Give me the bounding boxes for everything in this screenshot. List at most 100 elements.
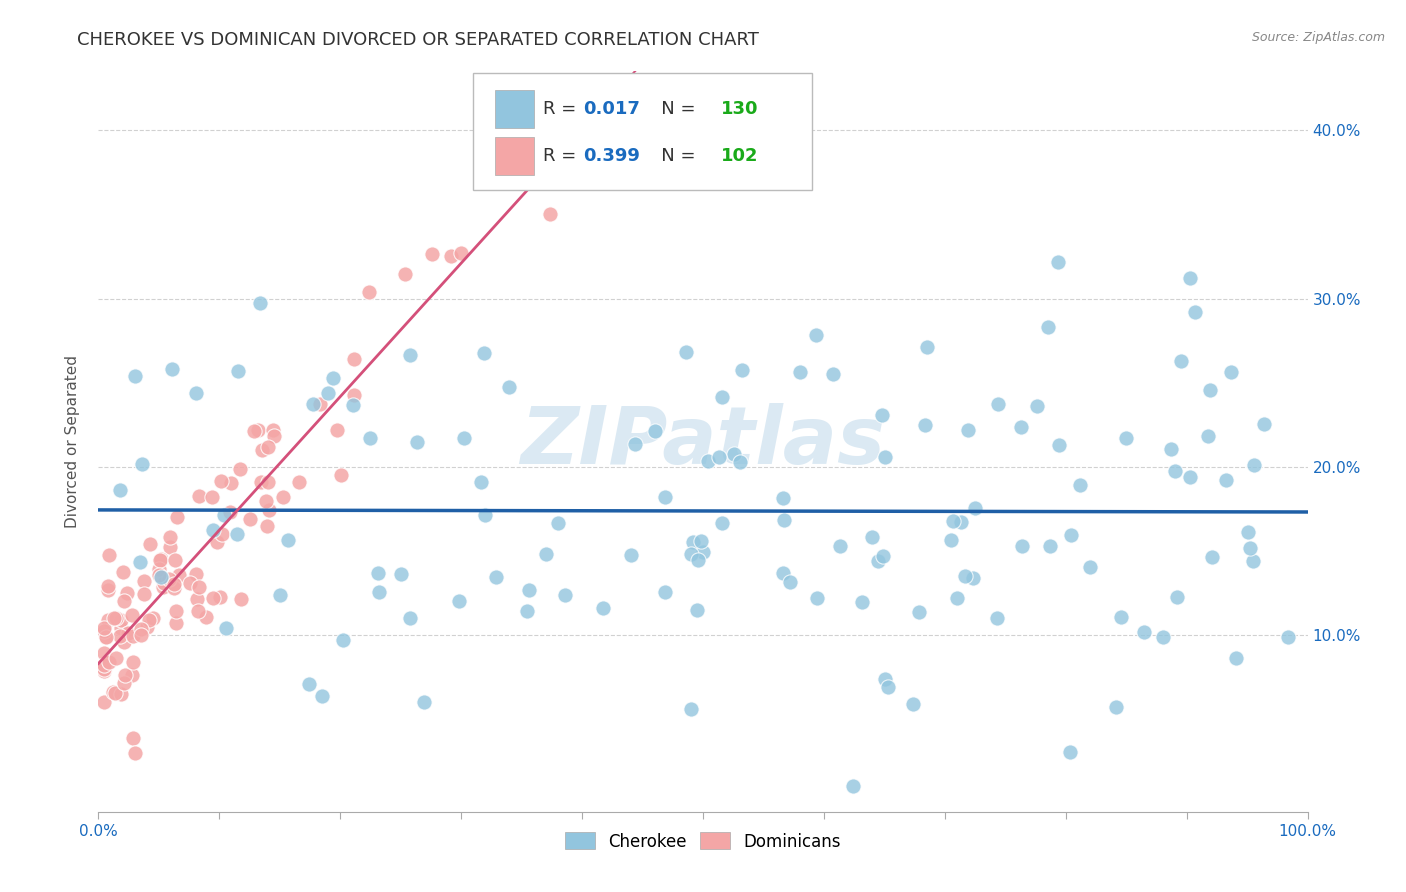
Point — [269, 588, 291, 602]
Point — [1039, 539, 1062, 553]
Point — [1026, 399, 1049, 413]
Point — [773, 513, 796, 527]
Point — [772, 491, 794, 505]
Point — [987, 397, 1010, 411]
Point — [288, 475, 311, 490]
Point — [93, 657, 115, 672]
Point — [121, 731, 143, 746]
Text: N =: N = — [644, 147, 702, 165]
Point — [110, 613, 132, 627]
Point — [205, 534, 228, 549]
Point — [1069, 478, 1091, 492]
Point — [131, 457, 153, 471]
Point — [121, 607, 143, 622]
Point — [148, 567, 170, 582]
Point — [343, 352, 366, 367]
Point — [97, 583, 120, 598]
Point — [1197, 428, 1219, 442]
Point — [134, 574, 156, 588]
Text: 130: 130 — [721, 100, 759, 118]
Point — [257, 503, 280, 517]
Point — [110, 483, 132, 498]
Point — [1201, 549, 1223, 564]
Point — [519, 583, 541, 598]
Point — [1243, 458, 1265, 472]
Point — [449, 594, 471, 608]
Point — [692, 544, 714, 558]
Point — [111, 565, 134, 579]
Point — [93, 621, 115, 635]
Point — [103, 611, 125, 625]
Point — [212, 508, 235, 523]
Point — [104, 685, 127, 699]
Point — [238, 512, 260, 526]
Point — [1010, 420, 1032, 434]
Point — [690, 533, 713, 548]
Point — [257, 475, 280, 489]
Point — [870, 409, 893, 423]
Point — [104, 650, 127, 665]
Y-axis label: Divorced or Separated: Divorced or Separated — [65, 355, 80, 528]
Point — [211, 527, 233, 541]
Point — [686, 603, 709, 617]
Point — [1253, 417, 1275, 431]
Point — [1059, 528, 1081, 542]
Point — [105, 611, 128, 625]
Point — [308, 397, 330, 411]
Point — [389, 566, 412, 581]
Point — [153, 576, 176, 591]
Point — [243, 424, 266, 438]
Point — [262, 423, 284, 437]
Point — [219, 505, 242, 519]
Point — [93, 646, 115, 660]
Point — [163, 577, 186, 591]
Point — [124, 369, 146, 384]
Point — [696, 454, 718, 468]
Point — [326, 423, 349, 437]
Point — [195, 610, 218, 624]
Point — [1109, 609, 1132, 624]
Point — [128, 555, 150, 569]
Text: N =: N = — [644, 100, 702, 118]
Point — [620, 548, 643, 562]
Point — [165, 615, 187, 630]
Point — [359, 285, 381, 299]
Point — [679, 548, 702, 562]
Point — [957, 423, 980, 437]
Point — [150, 570, 173, 584]
Point — [368, 585, 391, 599]
Text: 102: 102 — [721, 147, 759, 165]
Point — [129, 627, 152, 641]
Point — [249, 296, 271, 310]
Point — [186, 567, 208, 582]
Point — [686, 553, 709, 567]
Point — [806, 591, 828, 605]
FancyBboxPatch shape — [495, 90, 534, 128]
Point — [110, 621, 132, 635]
Point — [1239, 541, 1261, 555]
Point — [110, 629, 132, 643]
Point — [412, 695, 434, 709]
Point — [1219, 365, 1241, 379]
Point — [710, 390, 733, 404]
FancyBboxPatch shape — [474, 73, 811, 190]
Point — [160, 362, 183, 376]
Point — [485, 570, 508, 584]
Point — [97, 613, 120, 627]
Point — [254, 494, 277, 508]
Point — [150, 552, 173, 566]
Text: 0.399: 0.399 — [583, 147, 640, 165]
Point — [730, 455, 752, 469]
Point — [1178, 271, 1201, 285]
Text: ZIPatlas: ZIPatlas — [520, 402, 886, 481]
Point — [159, 540, 181, 554]
Point — [249, 475, 271, 489]
Point — [142, 611, 165, 625]
Point — [201, 490, 224, 504]
Point — [682, 535, 704, 549]
Point — [723, 447, 745, 461]
Point — [149, 553, 172, 567]
Point — [187, 489, 209, 503]
Point — [949, 515, 972, 529]
Point — [842, 780, 865, 794]
